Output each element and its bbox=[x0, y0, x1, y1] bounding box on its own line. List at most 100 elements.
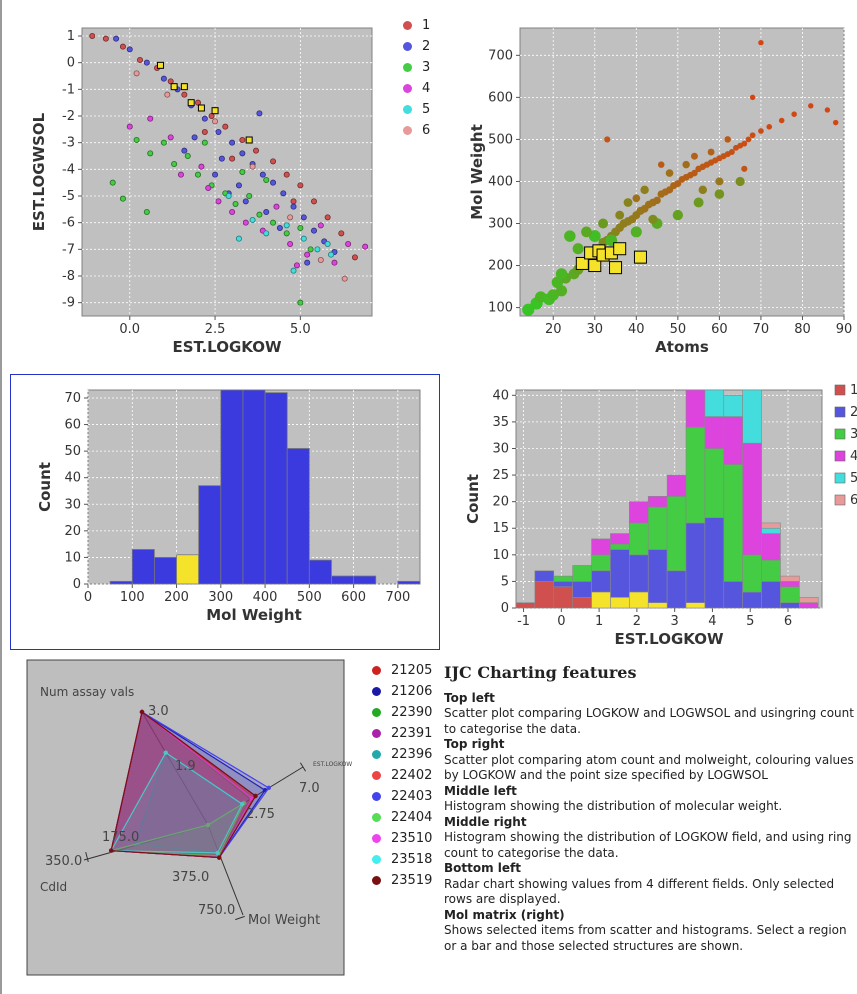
scatter-point bbox=[89, 33, 96, 40]
stacked-bar-segment bbox=[761, 533, 781, 561]
selected-point bbox=[633, 250, 647, 264]
stacked-bar-segment bbox=[647, 506, 668, 550]
legend-label: 22390 bbox=[391, 705, 433, 720]
scatter-point bbox=[242, 219, 249, 226]
radar-tick-label: 350.0 bbox=[45, 854, 82, 869]
legend-swatch bbox=[834, 406, 846, 418]
scatter-point bbox=[632, 194, 641, 203]
radar-legend-item: 22391 bbox=[372, 723, 432, 744]
radar-legend: 21205 21206 22390 22391 22396 22402 22403 22404… bbox=[372, 660, 432, 891]
scatter-atoms-molweight[interactable]: 20 30 40 50 60 70 80 90 100 200 300 400 500 600 700 Ato… bbox=[440, 0, 857, 360]
radar-axis-tick bbox=[235, 915, 245, 921]
stacked-bar-segment bbox=[610, 533, 630, 545]
section-body: Shows selected items from scatter and hi… bbox=[444, 923, 847, 953]
selected-panel-border bbox=[10, 374, 440, 650]
legend-swatch bbox=[834, 384, 846, 396]
y-tick-label: -6 bbox=[62, 216, 75, 231]
y-tick-label: 10 bbox=[64, 550, 81, 565]
legend-item-4: 4 bbox=[403, 78, 430, 99]
x-tick-label: 70 bbox=[753, 322, 770, 337]
histogram-bar bbox=[331, 575, 355, 585]
histogram-bar bbox=[109, 580, 133, 585]
scatter-point bbox=[133, 70, 140, 77]
scatter-point bbox=[218, 155, 225, 162]
stacked-bar-segment bbox=[742, 591, 762, 609]
scatter-point bbox=[242, 198, 249, 205]
y-tick-label: -2 bbox=[62, 109, 75, 124]
section-body: Histogram showing the distribution of LO… bbox=[444, 830, 852, 860]
legend-item-6: 6 bbox=[403, 120, 430, 141]
section-heading: Top right bbox=[444, 737, 505, 751]
stacked-bar-segment bbox=[666, 474, 687, 497]
histogram-bar bbox=[308, 559, 332, 585]
selected-point bbox=[588, 259, 602, 273]
stacked-bar-segment bbox=[610, 549, 630, 603]
radar-tick-label: 175.0 bbox=[102, 830, 139, 845]
scatter-point bbox=[270, 158, 277, 165]
y-tick-label: 400 bbox=[488, 174, 513, 189]
scatter-point bbox=[205, 184, 212, 191]
scatter-point bbox=[714, 189, 725, 199]
window-left-edge bbox=[0, 0, 2, 994]
scatter-point bbox=[665, 169, 674, 177]
scatter-point bbox=[239, 150, 246, 157]
radar-chart[interactable]: Num assay vals 3.0 1.9 EST.LOGKOW 7.0 2.75 Mol… bbox=[0, 650, 370, 990]
legend-item-5: 5 bbox=[403, 99, 430, 120]
legend-dot-icon bbox=[372, 708, 381, 717]
radar-legend-item: 21205 bbox=[372, 660, 432, 681]
stacked-bar-segment bbox=[572, 565, 592, 582]
x-tick-label: 400 bbox=[253, 590, 278, 605]
y-tick-label: 300 bbox=[488, 217, 513, 232]
stacked-bar-segment bbox=[799, 602, 819, 609]
scatter-point bbox=[749, 132, 756, 139]
histogram-logkow-stacked[interactable]: -1 0 1 2 3 4 5 60510152025303540EST.LOGKOWCount… bbox=[440, 370, 857, 650]
scatter-point bbox=[263, 176, 270, 183]
stacked-bar-segment bbox=[723, 581, 743, 609]
plot-area bbox=[81, 27, 373, 317]
x-tick-label: 300 bbox=[208, 590, 233, 605]
scatter-point bbox=[208, 113, 215, 120]
y-tick-label: 40 bbox=[492, 388, 509, 403]
y-tick-label: 1 bbox=[67, 29, 75, 44]
scatter-point bbox=[201, 139, 208, 146]
scatter-logkow-logwsol[interactable]: 0.0 2.5 5.0 1 0 -1 -2 -3 -4 -5 -6 -7 -8 -9 EST.LOGKOW E… bbox=[0, 0, 430, 360]
legend-label: 21206 bbox=[391, 684, 433, 699]
scatter-point bbox=[263, 230, 270, 237]
histogram-bar bbox=[153, 557, 177, 585]
stacked-bar-segment bbox=[629, 501, 649, 524]
y-tick-label: 50 bbox=[64, 444, 81, 459]
scatter-point bbox=[345, 240, 352, 247]
scatter-point bbox=[648, 214, 658, 224]
histogram-mol-weight[interactable]: 0 100 200 300 400 500 600 700 0 10 20 30 40 50 60 70 Mol… bbox=[0, 370, 440, 650]
scatter-point bbox=[331, 259, 338, 266]
scatter-point bbox=[194, 99, 201, 106]
stacked-bar-segment bbox=[610, 543, 630, 550]
y-tick-label: 40 bbox=[64, 471, 81, 486]
stacked-bar-segment bbox=[780, 602, 800, 609]
scatter-point bbox=[297, 299, 304, 306]
stacked-bar-segment bbox=[591, 554, 611, 572]
selected-point bbox=[211, 107, 219, 115]
radar-legend-item: 23510 bbox=[372, 828, 432, 849]
scatter-point bbox=[287, 214, 294, 221]
scatter-point bbox=[362, 243, 369, 250]
scatter-point bbox=[119, 43, 126, 50]
y-tick-label: 30 bbox=[492, 441, 509, 456]
scatter-point bbox=[181, 147, 188, 154]
section-body: Scatter plot comparing LOGKOW and LOGWSO… bbox=[444, 706, 854, 736]
scatter-point bbox=[300, 214, 307, 221]
legend-label: 21205 bbox=[391, 663, 433, 678]
stacked-bar-segment bbox=[780, 575, 800, 582]
radar-point bbox=[215, 850, 220, 856]
scatter-point bbox=[256, 110, 263, 117]
scatter-point bbox=[136, 57, 143, 64]
radar-point bbox=[163, 750, 168, 755]
scatter-point bbox=[749, 94, 756, 101]
selected-point bbox=[156, 61, 164, 69]
legend-swatch bbox=[834, 450, 846, 462]
scatter-point bbox=[212, 118, 219, 125]
scatter-point bbox=[317, 256, 324, 263]
scatter-point bbox=[184, 152, 191, 159]
legend-swatch bbox=[834, 428, 846, 440]
scatter-point bbox=[229, 155, 236, 162]
